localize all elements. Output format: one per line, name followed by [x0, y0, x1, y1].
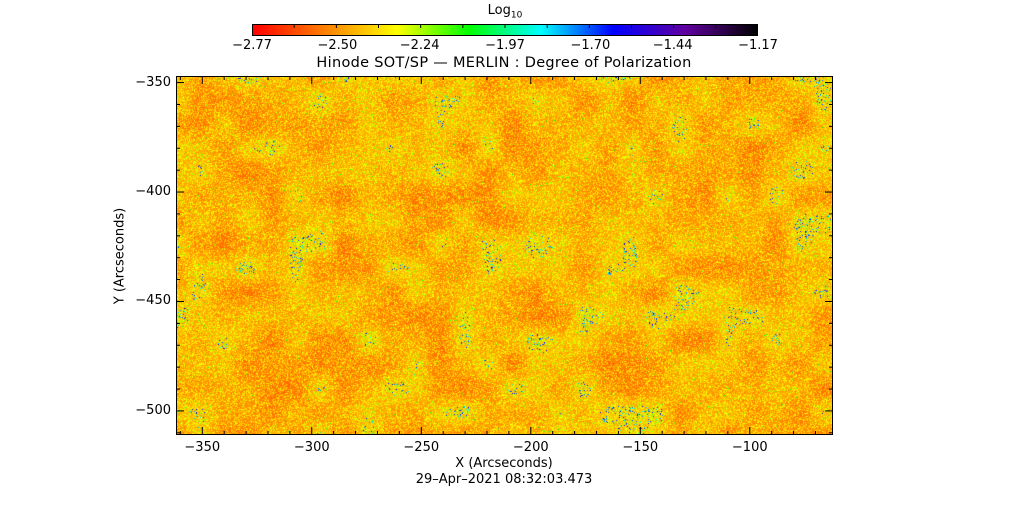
y-tick-label: −450: [135, 293, 171, 309]
y-tick-label: −400: [135, 184, 171, 200]
colorbar-tick-label: −1.70: [570, 38, 611, 53]
colorbar-tick-label: −2.24: [399, 38, 440, 53]
colorbar-tick-label: −1.97: [485, 38, 525, 53]
plot-frame: [176, 76, 833, 435]
x-tick-label: −100: [731, 440, 768, 455]
colorbar-title-subscript: 10: [510, 10, 523, 21]
colorbar-tick-label: −1.17: [738, 38, 778, 53]
x-tick-label: −200: [512, 440, 549, 455]
colorbar-tick-label: −2.50: [317, 38, 358, 53]
x-tick-label: −250: [403, 440, 440, 455]
timestamp: 29–Apr–2021 08:32:03.473: [415, 472, 593, 487]
y-tick-label: −500: [135, 402, 171, 418]
colorbar-tick-label: −2.77: [232, 38, 272, 53]
y-tick-label: −350: [135, 74, 171, 90]
colorbar-title: Log10: [488, 3, 523, 21]
polarization-heatmap: [176, 76, 833, 435]
x-axis-label: X (Arcseconds): [455, 456, 553, 471]
chart-title: Hinode SOT/SP — MERLIN : Degree of Polar…: [316, 55, 692, 71]
y-axis-label: Y (Arcseconds): [112, 207, 128, 305]
colorbar-title-text: Log: [487, 3, 511, 18]
x-tick-label: −350: [184, 440, 221, 455]
x-tick-label: −150: [622, 440, 659, 455]
x-tick-label: −300: [293, 440, 330, 455]
colorbar-tick-label: −1.44: [652, 38, 693, 53]
